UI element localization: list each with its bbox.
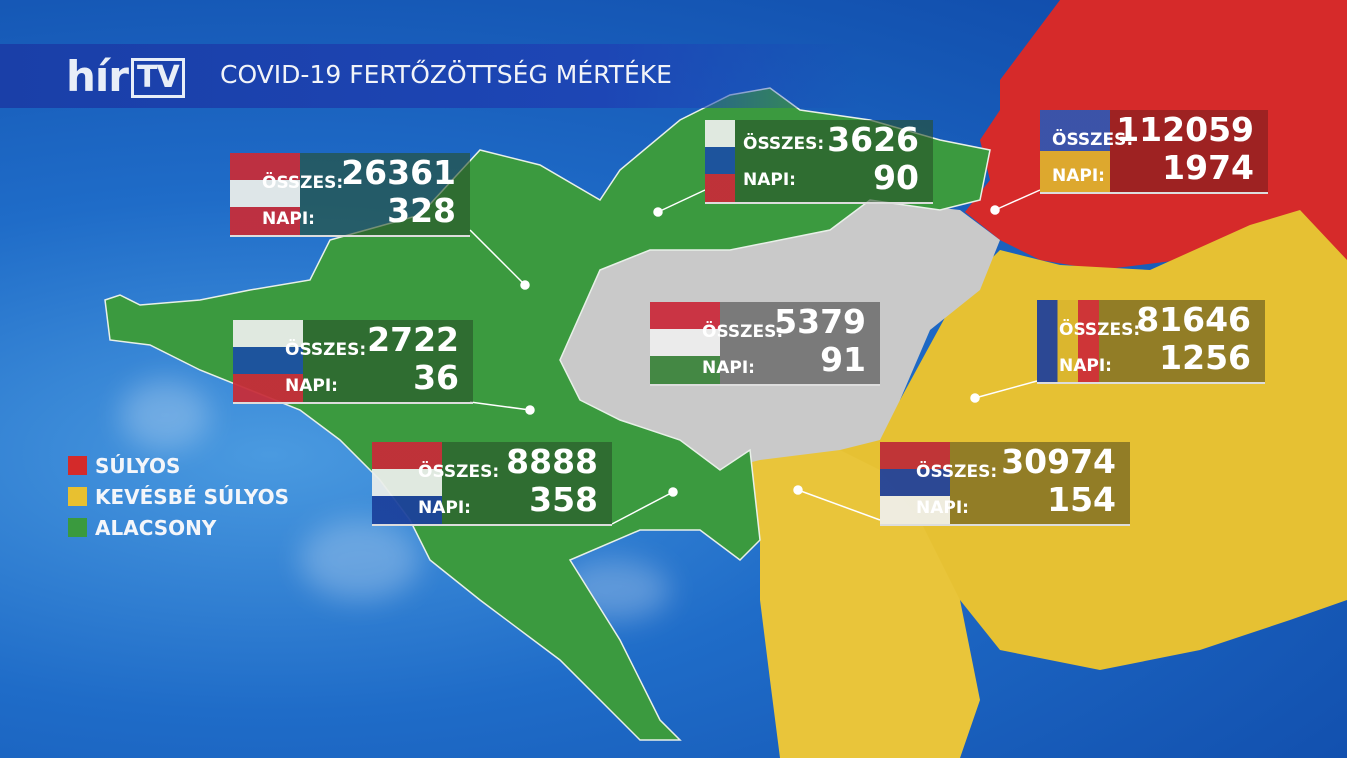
stat-box-austria: ÖSSZES: NAPI: 26361 328	[230, 153, 470, 237]
region-serbia	[750, 440, 980, 758]
daily-value: 1256	[1159, 338, 1251, 377]
total-value: 81646	[1136, 300, 1251, 339]
legend-swatch	[68, 456, 87, 475]
daily-value: 90	[873, 158, 919, 197]
croatia-flag-icon	[372, 442, 442, 524]
light-bokeh	[120, 380, 210, 450]
logo-tv: TV	[131, 58, 185, 98]
stat-box-ukraine: ÖSSZES: NAPI: 112059 1974	[1040, 110, 1268, 194]
daily-label: NAPI:	[262, 209, 315, 229]
total-label: ÖSSZES:	[1059, 320, 1141, 340]
stat-box-slovakia: ÖSSZES: NAPI: 3626 90	[705, 120, 933, 204]
stat-box-slovenia: ÖSSZES: NAPI: 2722 36	[233, 320, 473, 404]
daily-value: 1974	[1162, 148, 1254, 187]
stat-box-hungary: ÖSSZES: NAPI: 5379 91	[650, 302, 880, 386]
total-label: ÖSSZES:	[418, 462, 500, 482]
total-label: ÖSSZES:	[285, 340, 367, 360]
total-value: 30974	[1001, 442, 1116, 481]
slovenia-flag-icon	[233, 320, 303, 402]
light-bokeh	[300, 520, 420, 600]
legend-label: KEVÉSBÉ SÚLYOS	[95, 484, 290, 509]
total-label: ÖSSZES:	[702, 322, 784, 342]
daily-label: NAPI:	[916, 498, 969, 518]
daily-label: NAPI:	[743, 170, 796, 190]
legend-swatch	[68, 487, 87, 506]
ukraine-flag-icon	[1040, 110, 1110, 192]
legend-label: ALACSONY	[95, 515, 217, 540]
romania-flag-icon	[1037, 300, 1099, 382]
daily-label: NAPI:	[1052, 166, 1105, 186]
region-green-countries	[104, 87, 991, 741]
total-value: 112059	[1116, 110, 1254, 149]
serbia-flag-icon	[880, 442, 950, 524]
total-label: ÖSSZES:	[743, 134, 825, 154]
austria-flag-icon	[230, 153, 300, 235]
total-value: 26361	[341, 153, 456, 192]
legend-item-sulyos: SÚLYOS	[68, 450, 289, 481]
total-value: 2722	[367, 320, 459, 359]
stat-box-serbia: ÖSSZES: NAPI: 30974 154	[880, 442, 1130, 526]
daily-value: 358	[529, 480, 598, 519]
legend-item-alacsony: ALACSONY	[68, 512, 289, 543]
stat-box-romania: ÖSSZES: NAPI: 81646 1256	[1037, 300, 1265, 384]
daily-value: 36	[413, 358, 459, 397]
hungary-flag-icon	[650, 302, 720, 384]
total-value: 5379	[774, 302, 866, 341]
logo-text: hír	[66, 52, 129, 101]
legend-swatch	[68, 518, 87, 537]
daily-value: 328	[387, 191, 456, 230]
total-value: 3626	[827, 120, 919, 159]
total-label: ÖSSZES:	[916, 462, 998, 482]
daily-label: NAPI:	[702, 358, 755, 378]
hirtv-logo: hír TV	[66, 52, 185, 101]
legend-item-kevesbe-sulyos: KEVÉSBÉ SÚLYOS	[68, 481, 289, 512]
daily-label: NAPI:	[285, 376, 338, 396]
leader-lines	[469, 189, 1041, 525]
total-value: 8888	[506, 442, 598, 481]
daily-value: 154	[1047, 480, 1116, 519]
legend-label: SÚLYOS	[95, 453, 181, 478]
total-label: ÖSSZES:	[1052, 130, 1134, 150]
total-label: ÖSSZES:	[262, 173, 344, 193]
daily-label: NAPI:	[1059, 356, 1112, 376]
legend: SÚLYOS KEVÉSBÉ SÚLYOS ALACSONY	[68, 450, 289, 543]
page-title: COVID-19 FERTŐZÖTTSÉG MÉRTÉKE	[220, 60, 672, 89]
stat-box-croatia: ÖSSZES: NAPI: 8888 358	[372, 442, 612, 526]
daily-value: 91	[820, 340, 866, 379]
slovakia-flag-icon	[705, 120, 735, 202]
daily-label: NAPI:	[418, 498, 471, 518]
